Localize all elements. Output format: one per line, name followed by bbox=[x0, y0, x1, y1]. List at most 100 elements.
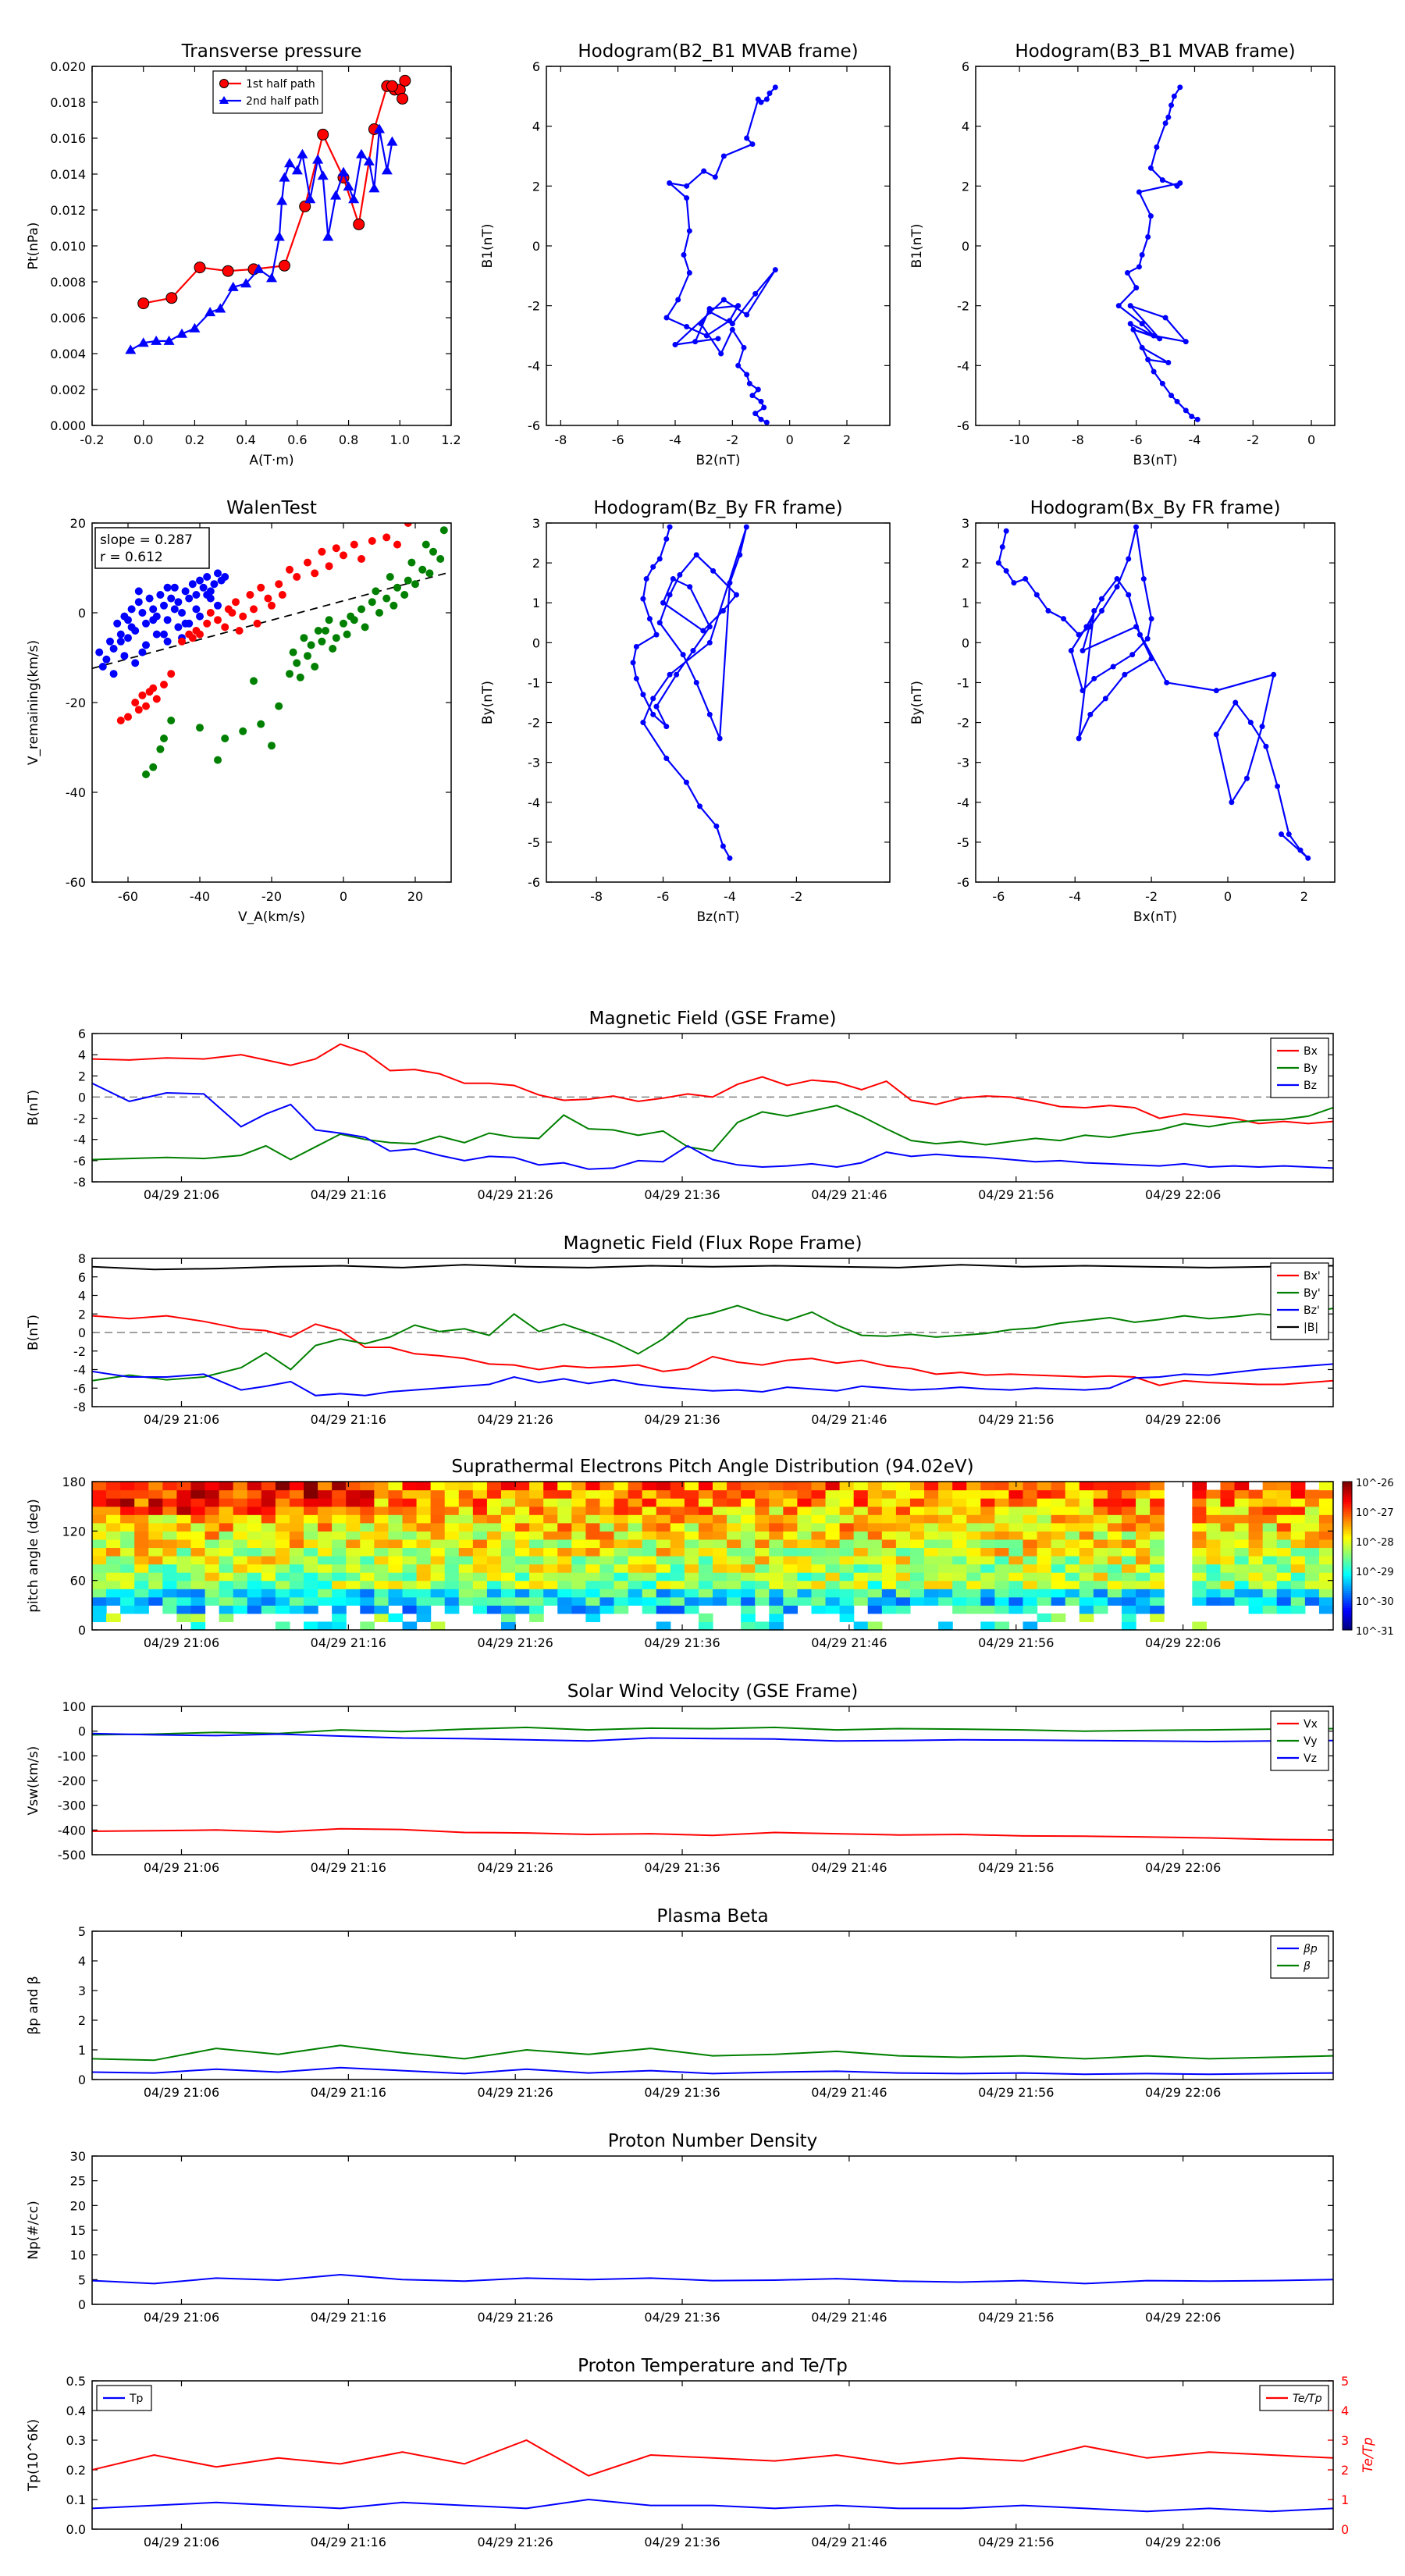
heatmap-cell bbox=[1107, 1547, 1122, 1557]
legend-label: Bz' bbox=[1304, 1304, 1320, 1317]
y-axis-label: Vsw(km/s) bbox=[26, 1746, 41, 1816]
heatmap-cell bbox=[275, 1489, 290, 1499]
axes-frame bbox=[91, 1481, 1334, 1631]
heatmap-cell bbox=[1051, 1596, 1066, 1606]
heatmap-cell bbox=[318, 1482, 333, 1491]
y-tick-label: 0.014 bbox=[50, 167, 86, 182]
heatmap-cell bbox=[571, 1564, 586, 1573]
data-point bbox=[149, 684, 158, 692]
y-tick-label: 6 bbox=[78, 1270, 86, 1285]
data-point bbox=[1083, 624, 1090, 630]
heatmap-cell bbox=[289, 1580, 304, 1589]
heatmap-cell bbox=[614, 1572, 629, 1582]
heatmap-cell bbox=[952, 1531, 967, 1540]
plot-area bbox=[92, 1726, 1333, 1841]
data-point bbox=[235, 627, 244, 635]
heatmap-cell bbox=[980, 1556, 995, 1565]
heatmap-cell bbox=[1234, 1506, 1250, 1515]
data-point bbox=[185, 594, 194, 603]
heatmap-cell bbox=[713, 1547, 727, 1557]
x-tick-label: 04/29 21:26 bbox=[478, 1635, 553, 1650]
data-point bbox=[325, 562, 333, 571]
heatmap-cell bbox=[1065, 1572, 1080, 1582]
heatmap-cell bbox=[1079, 1556, 1094, 1565]
heatmap-cell bbox=[472, 1596, 488, 1606]
data-point bbox=[322, 231, 334, 241]
heatmap-cell bbox=[486, 1489, 502, 1499]
heatmap-cell bbox=[585, 1514, 601, 1524]
heatmap-cell bbox=[486, 1531, 502, 1540]
heatmap-cell bbox=[332, 1564, 347, 1573]
x-tick-label: 1.2 bbox=[441, 432, 461, 447]
x-tick-label: -60 bbox=[118, 889, 138, 904]
panel-velocity: Solar Wind Velocity (GSE Frame)-500-400-… bbox=[26, 1681, 1334, 1875]
heatmap-cell bbox=[120, 1572, 135, 1582]
heatmap-cell bbox=[909, 1531, 925, 1540]
y-tick-label: 0 bbox=[962, 635, 969, 650]
heatmap-cell bbox=[769, 1531, 784, 1540]
heatmap-cell bbox=[360, 1498, 375, 1507]
heatmap-cell bbox=[1206, 1564, 1222, 1573]
y-tick-label-right: 5 bbox=[1341, 2374, 1349, 2389]
heatmap-cell bbox=[966, 1547, 981, 1557]
heatmap-cell bbox=[543, 1564, 558, 1573]
x-tick-label: 04/29 21:56 bbox=[978, 1635, 1054, 1650]
heatmap-cell bbox=[628, 1589, 643, 1598]
heatmap-cell bbox=[106, 1522, 121, 1532]
data-point bbox=[1177, 180, 1183, 186]
heatmap-cell bbox=[402, 1564, 418, 1573]
heatmap-cell bbox=[1304, 1489, 1320, 1499]
heatmap-cell bbox=[388, 1596, 404, 1606]
heatmap-cell bbox=[1248, 1580, 1264, 1589]
heatmap-cell bbox=[543, 1572, 558, 1582]
heatmap-cell bbox=[162, 1514, 178, 1524]
heatmap-cell bbox=[1192, 1547, 1207, 1557]
heatmap-cell bbox=[304, 1498, 318, 1507]
heatmap-cell bbox=[486, 1539, 502, 1549]
data-point bbox=[772, 84, 778, 91]
heatmap-cell bbox=[416, 1564, 432, 1573]
heatmap-cell bbox=[797, 1531, 813, 1540]
heatmap-cell bbox=[853, 1489, 869, 1499]
heatmap-cell bbox=[684, 1564, 699, 1573]
heatmap-cell bbox=[416, 1596, 432, 1606]
heatmap-cell bbox=[1037, 1489, 1052, 1499]
heatmap-cell bbox=[275, 1547, 290, 1557]
heatmap-cell bbox=[909, 1482, 925, 1491]
heatmap-cell bbox=[853, 1498, 869, 1507]
x-tick-label: -6 bbox=[612, 432, 624, 447]
heatmap-cell bbox=[741, 1605, 756, 1614]
heatmap-cell bbox=[769, 1514, 784, 1524]
heatmap-cell bbox=[1008, 1580, 1024, 1589]
heatmap-cell bbox=[486, 1605, 502, 1614]
heatmap-cell bbox=[332, 1514, 347, 1524]
heatmap-cell bbox=[867, 1489, 883, 1499]
heatmap-cell bbox=[458, 1531, 474, 1540]
heatmap-cell bbox=[1192, 1522, 1207, 1532]
y-tick-label: 10 bbox=[70, 2248, 86, 2263]
y-tick-label: 0 bbox=[962, 239, 969, 254]
data-point bbox=[656, 620, 663, 626]
heatmap-cell bbox=[402, 1514, 418, 1524]
heatmap-cell bbox=[966, 1572, 981, 1582]
data-point bbox=[674, 671, 680, 678]
heatmap-cell bbox=[585, 1531, 601, 1540]
heatmap-cell bbox=[755, 1522, 770, 1532]
heatmap-cell bbox=[698, 1580, 713, 1589]
heatmap-cell bbox=[628, 1482, 643, 1491]
heatmap-cell bbox=[755, 1539, 770, 1549]
colorbar-cell bbox=[1343, 1501, 1352, 1505]
heatmap-cell bbox=[1304, 1506, 1320, 1515]
heatmap-cell bbox=[458, 1580, 474, 1589]
heatmap-cell bbox=[839, 1506, 855, 1515]
data-point bbox=[278, 591, 286, 599]
heatmap-cell bbox=[994, 1556, 1010, 1565]
data-point bbox=[752, 290, 759, 297]
heatmap-cell bbox=[1276, 1482, 1292, 1491]
heatmap-cell bbox=[486, 1514, 502, 1524]
data-point bbox=[667, 180, 673, 186]
heatmap-cell bbox=[1276, 1514, 1292, 1524]
heatmap-cell bbox=[106, 1556, 121, 1565]
legend-marker bbox=[219, 79, 229, 88]
x-tick-label: 04/29 21:56 bbox=[978, 1860, 1054, 1875]
